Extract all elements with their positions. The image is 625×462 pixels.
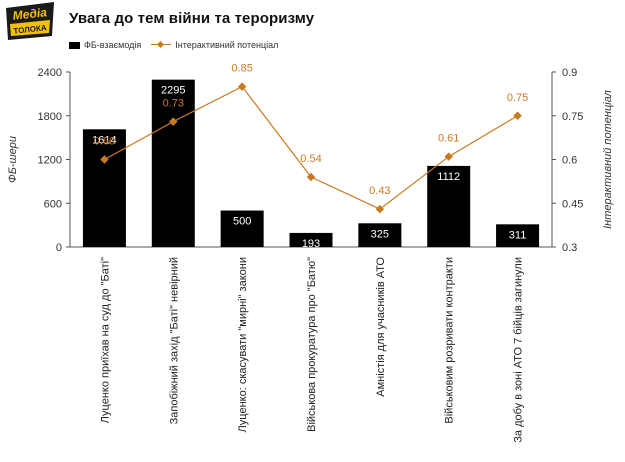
category-label: Військовим розривати контракти — [444, 257, 456, 424]
chart-legend: ФБ-взаємодія Інтерактивний потенціал — [69, 40, 288, 50]
bar — [427, 165, 471, 247]
y-axis-title-right: Інтерактивний потенціал — [602, 90, 614, 229]
potential-point — [375, 204, 385, 214]
potential-point — [169, 117, 178, 126]
potential-value-label: 0.73 — [163, 98, 184, 110]
bar-value-label: 311 — [509, 229, 527, 241]
legend-line-swatch — [151, 40, 172, 50]
bar — [496, 224, 540, 247]
potential-value-label: 0.85 — [231, 63, 252, 75]
potential-value-label: 0.75 — [507, 92, 528, 104]
potential-point — [513, 111, 522, 120]
potential-value-label: 0.43 — [369, 185, 390, 197]
bar-value-label: 325 — [371, 228, 389, 240]
category-label: Амністія для учасників АТО — [375, 257, 387, 397]
potential-value-label: 0.60 — [94, 136, 115, 148]
y-left-tick-label: 600 — [44, 198, 62, 210]
category-label: Військова прокуратура про "Батю" — [306, 257, 318, 432]
bar-value-label: 193 — [302, 238, 320, 250]
y-right-tick-label: 0.3 — [562, 242, 577, 254]
legend-item-potential: Інтерактивний потенціал — [151, 40, 278, 50]
bar-value-label: 1614 — [92, 134, 116, 146]
bar-value-label: 500 — [233, 216, 251, 228]
bar — [289, 232, 333, 247]
category-label: Луценко: скасувати "мирні" закони — [237, 257, 249, 433]
potential-point — [306, 172, 316, 182]
category-label: Луценко приїхав на суд до "Баті" — [99, 257, 111, 423]
potential-value-label: 0.54 — [300, 153, 321, 165]
logo-text-top: Медіа — [12, 5, 48, 23]
potential-point — [444, 152, 453, 161]
bar — [358, 223, 402, 247]
category-label: За добу в зоні АТО 7 бійців загинули — [513, 257, 525, 443]
y-left-tick-label: 2400 — [38, 67, 62, 79]
potential-value-label: 0.61 — [438, 133, 459, 145]
bar — [220, 210, 264, 247]
y-left-tick-label: 1200 — [38, 155, 62, 167]
chart-title: Увага до тем війни та тероризму — [69, 10, 315, 27]
y-right-tick-label: 0.9 — [562, 67, 577, 79]
bar — [82, 129, 126, 247]
legend-item-fb: ФБ-взаємодія — [69, 40, 141, 50]
legend-label-fb: ФБ-взаємодія — [84, 40, 142, 50]
potential-point — [100, 155, 109, 164]
bar — [151, 79, 195, 247]
bar-value-label: 2295 — [161, 85, 185, 97]
y-right-tick-label: 0.75 — [562, 111, 583, 123]
y-right-tick-label: 0.45 — [562, 198, 583, 210]
media-toloka-logo: Медіа ТОЛОКА — [6, 2, 54, 40]
y-left-tick-label: 0 — [56, 242, 62, 254]
legend-bar-swatch — [69, 41, 80, 49]
legend-label-potential: Інтерактивний потенціал — [175, 40, 279, 50]
logo-text-bottom: ТОЛОКА — [13, 23, 47, 35]
category-label: Запобіжний захід "Баті" невірний — [168, 257, 180, 424]
bar-value-label: 1112 — [437, 171, 460, 183]
y-right-tick-label: 0.6 — [562, 155, 577, 167]
potential-point — [237, 82, 247, 91]
logo-stripe — [10, 20, 50, 36]
y-axis-title-left: ФБ-шери — [7, 136, 19, 183]
y-left-tick-label: 1800 — [38, 111, 62, 123]
